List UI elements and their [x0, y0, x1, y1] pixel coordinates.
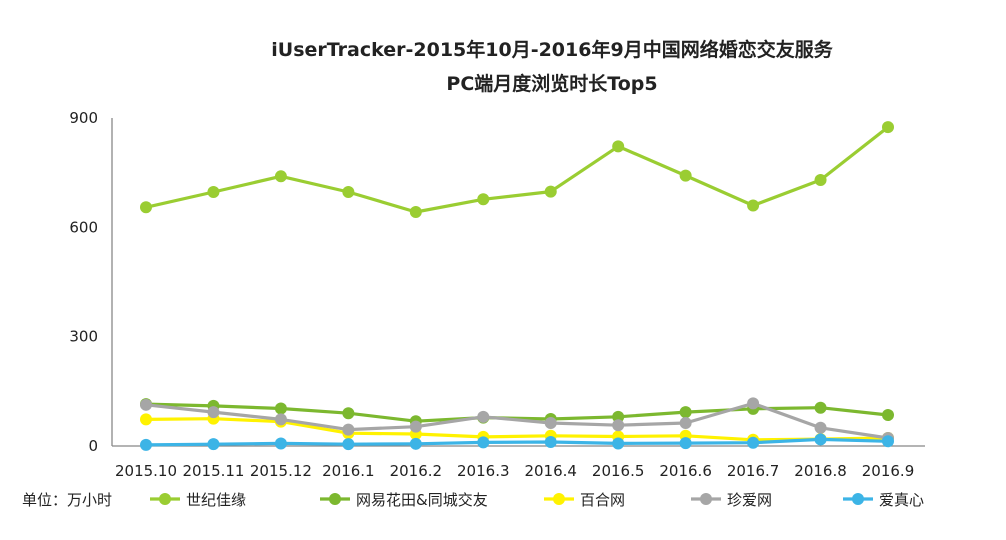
data-point — [814, 421, 827, 434]
series-line — [145, 125, 889, 214]
data-point — [814, 433, 827, 446]
legend-dot-marker — [700, 493, 712, 505]
x-tick-label: 2016.5 — [592, 462, 645, 480]
y-tick-label: 900 — [69, 109, 98, 127]
x-tick-label: 2016.6 — [659, 462, 712, 480]
legend-item: 百合网 — [544, 491, 625, 509]
data-point — [679, 169, 692, 182]
x-tick-label: 2015.11 — [182, 462, 244, 480]
data-point — [342, 185, 355, 198]
series-group — [140, 397, 894, 444]
data-point — [274, 437, 287, 450]
data-point — [342, 423, 355, 436]
x-tick-label: 2016.1 — [322, 462, 375, 480]
y-tick-label: 300 — [69, 328, 98, 346]
x-tick-label: 2016.3 — [457, 462, 510, 480]
data-point — [140, 413, 152, 426]
x-tick-label: 2016.7 — [727, 462, 780, 480]
legend-item: 珍爱网 — [691, 491, 772, 509]
data-point — [207, 185, 220, 198]
y-tick-labels: 0 300 600 900 — [69, 109, 98, 455]
data-point — [747, 436, 760, 449]
legend-item: 世纪佳缘 — [150, 491, 246, 509]
data-point — [409, 420, 422, 433]
legend-item: 网易花田&同城交友 — [320, 491, 488, 509]
data-point — [612, 140, 625, 153]
data-point — [882, 121, 894, 134]
data-point — [679, 417, 692, 430]
data-point — [409, 206, 422, 219]
x-tick-labels: 2015.10 2015.11 2015.12 2016.1 2016.2 2016.3 2… — [115, 462, 914, 480]
data-point — [679, 437, 692, 450]
data-point — [207, 406, 220, 419]
data-point — [409, 437, 422, 450]
x-tick-label: 2016.8 — [794, 462, 847, 480]
data-point — [679, 406, 692, 419]
data-point — [747, 199, 760, 212]
data-point — [274, 413, 287, 426]
legend-dot-marker — [159, 493, 171, 505]
data-point — [544, 185, 557, 198]
x-tick-label: 2016.4 — [524, 462, 577, 480]
data-point — [274, 170, 287, 183]
data-point — [612, 410, 625, 423]
data-point — [882, 409, 894, 422]
series-group — [140, 121, 894, 219]
data-point — [140, 438, 152, 451]
x-tick-label: 2015.12 — [250, 462, 312, 480]
data-point — [274, 402, 287, 415]
data-point — [207, 438, 220, 451]
data-point — [747, 397, 760, 410]
x-tick-label: 2016.9 — [862, 462, 915, 480]
data-point — [544, 435, 557, 448]
chart-subtitle: PC端月度浏览时长Top5 — [446, 72, 657, 95]
data-point — [342, 438, 355, 451]
legend-item: 爱真心 — [843, 491, 924, 509]
data-point — [544, 417, 557, 430]
series-group — [140, 433, 894, 451]
series-line — [145, 417, 889, 442]
data-point — [814, 401, 827, 414]
series-line — [145, 437, 889, 447]
legend-dot-marker — [852, 493, 864, 505]
legend: 世纪佳缘 网易花田&同城交友 百合网 珍爱网 爱真心 — [150, 491, 924, 509]
y-tick-label: 0 — [88, 437, 98, 455]
legend-label: 世纪佳缘 — [186, 491, 246, 509]
legend-dot-marker — [553, 493, 565, 505]
legend-label: 爱真心 — [879, 491, 924, 509]
x-tick-label: 2015.10 — [115, 462, 177, 480]
x-tick-label: 2016.2 — [390, 462, 443, 480]
data-point — [612, 419, 625, 432]
data-point — [140, 398, 152, 411]
data-point — [612, 437, 625, 450]
legend-dot-marker — [329, 493, 341, 505]
data-point — [477, 410, 490, 423]
data-point — [477, 436, 490, 449]
chart-title: iUserTracker-2015年10月-2016年9月中国网络婚恋交友服务 — [271, 38, 833, 61]
data-point — [342, 407, 355, 420]
unit-label: 单位：万小时 — [22, 491, 112, 509]
legend-label: 网易花田&同城交友 — [356, 491, 488, 509]
y-tick-label: 600 — [69, 218, 98, 236]
legend-label: 百合网 — [580, 491, 625, 509]
data-point — [140, 201, 152, 214]
data-point — [882, 435, 894, 448]
series-line — [145, 401, 889, 440]
data-point — [477, 193, 490, 206]
data-point — [814, 173, 827, 186]
legend-label: 珍爱网 — [727, 491, 772, 509]
series-layer — [140, 121, 894, 451]
